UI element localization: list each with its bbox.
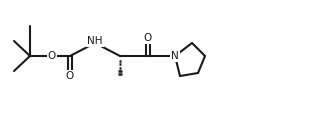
Text: O: O <box>144 33 152 43</box>
Text: O: O <box>66 71 74 81</box>
Text: NH: NH <box>87 36 103 46</box>
Text: O: O <box>48 51 56 61</box>
Text: N: N <box>171 51 179 61</box>
